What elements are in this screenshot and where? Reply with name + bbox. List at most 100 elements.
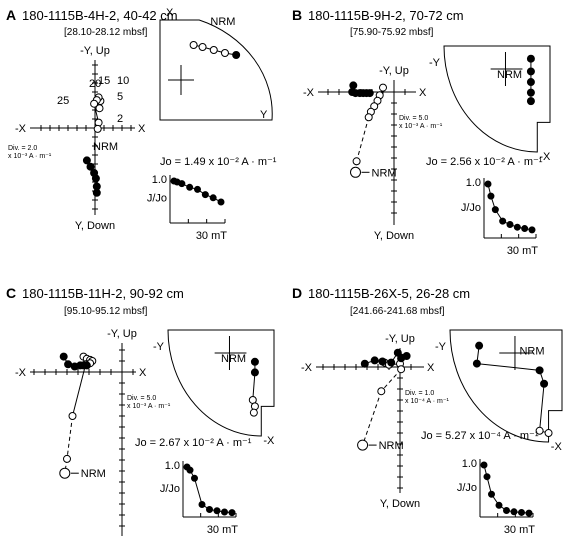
stereonet: -Y -X NRM	[435, 329, 563, 453]
horizontal-projection-point	[91, 174, 100, 183]
horizontal-projection-point	[64, 360, 73, 369]
stereo-point	[475, 341, 484, 350]
nrm-label: NRM	[372, 167, 397, 179]
panel-title: 180-1115B-9H-2, 70-72 cm	[308, 8, 464, 23]
panel-letter: D	[292, 285, 302, 301]
stereonet-outline	[449, 329, 563, 443]
stereo-label-top: -Y	[435, 341, 447, 353]
horizontal-projection-point	[92, 188, 101, 197]
stereo-nrm-label: NRM	[519, 346, 544, 358]
stereo-point	[198, 43, 207, 51]
vertical-projection-point	[90, 99, 99, 108]
stereo-point	[526, 88, 535, 97]
axis-label-down: Y, Down	[380, 498, 420, 510]
division-units: x 10⁻⁴ A · m⁻¹	[405, 398, 450, 405]
stereo-nrm-label: NRM	[221, 353, 246, 365]
dashed-segment	[380, 368, 402, 392]
panel-d: D 180-1115B-26X-5, 26-28 cm [241.66-241.68…	[292, 285, 563, 536]
division-units: x 10⁻³ A · m⁻¹	[8, 153, 52, 160]
panel-letter: A	[6, 7, 16, 23]
panel-title: 180-1115B-11H-2, 90-92 cm	[22, 286, 184, 301]
stereo-point	[526, 97, 535, 106]
decay-y1-label: 1.0	[165, 460, 180, 472]
decay-line	[194, 478, 203, 505]
horizontal-projection-point	[349, 81, 358, 90]
division-label: Div. = 2.0	[8, 145, 37, 152]
stereonet-outline	[443, 45, 551, 153]
decay-point	[525, 509, 533, 517]
axis-label-up: -Y, Up	[80, 45, 110, 57]
vertical-projection-point	[377, 387, 386, 396]
demag-step-label: 25	[57, 95, 69, 107]
decay-point	[186, 466, 194, 474]
division-label: Div. = 1.0	[405, 390, 434, 397]
stereo-point	[526, 67, 535, 76]
vertical-projection-point	[93, 124, 102, 133]
depth-subtitle: [28.10-28.12 mbsf]	[64, 27, 148, 38]
panel-b: B 180-1115B-9H-2, 70-72 cm [75.90-75.92 mb…	[292, 7, 551, 257]
stereo-point	[526, 78, 535, 87]
decay-point	[209, 194, 217, 202]
axis-label-down: Y, Down	[75, 220, 115, 232]
demag-step-label: 15	[98, 75, 110, 87]
vertical-projection-point	[352, 157, 361, 166]
stereonet: X Y NRM	[159, 7, 273, 121]
horizontal-projection-point	[82, 361, 91, 370]
axis-label-right: X	[139, 367, 147, 379]
decay-x-label: 30 mT	[507, 245, 538, 257]
vertical-projection-point	[350, 166, 361, 178]
decay-x-label: 30 mT	[207, 524, 238, 536]
decay-point	[495, 501, 503, 509]
stereo-point	[189, 41, 198, 49]
decay-y1-label: 1.0	[462, 458, 477, 470]
demag-step-label: 5	[117, 91, 123, 103]
decay-y-label: J/Jo	[160, 483, 180, 495]
panel-c: C 180-1115B-11H-2, 90-92 cm [95.10-95.12 m…	[6, 285, 275, 536]
decay-point	[510, 508, 518, 516]
panel-title: 180-1115B-4H-2, 40-42 cm	[22, 8, 178, 23]
axis-label-right: X	[419, 87, 427, 99]
horizontal-projection-point	[59, 352, 68, 361]
stereo-path	[252, 372, 256, 400]
panel-a: A 180-1115B-4H-2, 40-42 cm [28.10-28.12 mb…	[6, 7, 277, 242]
division-units: x 10⁻³ A · m⁻¹	[127, 403, 171, 410]
division-units: x 10⁻³ A · m⁻¹	[399, 123, 443, 130]
axis-label-right: X	[427, 362, 435, 374]
decay-y-label: J/Jo	[461, 202, 481, 214]
decay-point	[480, 461, 488, 469]
axis-label-left: -X	[301, 362, 313, 374]
stereo-point	[250, 357, 259, 366]
decay-point	[201, 191, 209, 199]
stereo-point	[249, 408, 258, 417]
stereo-point	[544, 429, 553, 438]
depth-subtitle: [95.10-95.12 mbsf]	[64, 306, 148, 317]
stereo-path	[476, 363, 540, 371]
depth-subtitle: [241.66-241.68 mbsf]	[350, 306, 445, 317]
decay-point	[488, 490, 495, 498]
stereonet-outline	[167, 329, 275, 437]
axis-label-up: -Y, Up	[385, 333, 415, 345]
decay-point	[506, 221, 514, 228]
jo-value: Jo = 2.67 x 10⁻² A · m⁻¹	[135, 437, 252, 449]
decay-point	[528, 226, 536, 234]
decay-point	[518, 508, 525, 516]
decay-y1-label: 1.0	[152, 174, 167, 186]
stereo-label-right: Y	[260, 109, 268, 121]
decay-point	[228, 509, 236, 517]
vertical-projection-point	[357, 439, 369, 451]
division-label: Div. = 5.0	[399, 115, 428, 122]
horizontal-projection-point	[378, 357, 387, 366]
dashed-segment	[66, 415, 73, 459]
stereo-path	[539, 383, 545, 431]
stereo-point	[232, 51, 241, 59]
decay-point	[513, 223, 521, 231]
path-segment	[72, 364, 87, 417]
horizontal-projection-point	[360, 359, 369, 368]
nrm-label: NRM	[81, 468, 106, 480]
stereo-label-right: -X	[263, 435, 275, 447]
decay-point	[186, 183, 194, 191]
demag-step-label: 2	[117, 113, 123, 125]
stereo-label-top: X	[166, 7, 174, 19]
stereo-point	[250, 402, 259, 411]
